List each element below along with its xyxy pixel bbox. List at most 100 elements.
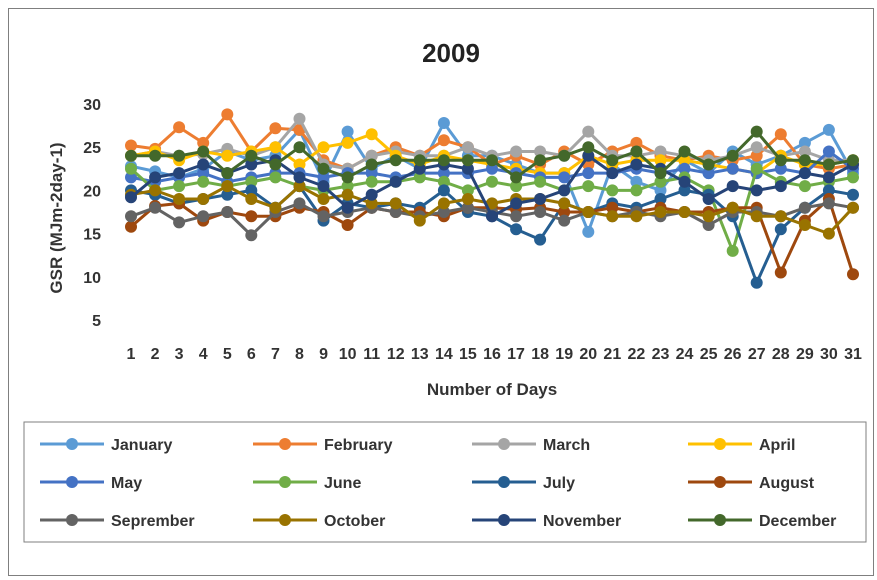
data-point	[245, 229, 258, 242]
data-point	[173, 149, 186, 162]
data-point	[774, 154, 787, 167]
data-point	[341, 125, 354, 138]
data-point	[774, 223, 787, 236]
data-point	[245, 193, 258, 205]
data-point	[558, 184, 571, 197]
data-point	[413, 171, 426, 184]
data-point	[510, 223, 523, 236]
data-point	[606, 154, 619, 167]
x-tick-label: 1	[127, 346, 136, 363]
data-point	[317, 162, 330, 175]
data-point	[125, 149, 137, 162]
data-point	[197, 175, 210, 188]
data-point	[630, 184, 643, 197]
data-point	[534, 206, 547, 218]
data-point	[365, 128, 378, 141]
data-point	[558, 171, 571, 184]
legend-marker	[66, 438, 78, 450]
data-point	[750, 149, 763, 162]
data-point	[149, 201, 162, 214]
data-point	[726, 162, 739, 175]
x-tick-label: 27	[748, 346, 766, 363]
data-point	[654, 206, 667, 218]
data-point	[534, 193, 547, 205]
data-point	[582, 206, 595, 218]
data-point	[293, 171, 306, 184]
data-point	[389, 197, 402, 210]
data-point	[654, 193, 667, 205]
data-point	[293, 197, 306, 210]
x-tick-label: 15	[459, 346, 477, 363]
data-point	[702, 210, 715, 223]
data-point	[486, 210, 498, 223]
data-point	[197, 136, 210, 149]
data-point	[750, 276, 763, 289]
data-point	[317, 210, 330, 223]
legend-item: November	[472, 513, 621, 530]
data-point	[702, 193, 715, 205]
data-point	[341, 180, 354, 193]
data-point	[750, 210, 763, 223]
x-tick-label: 26	[724, 346, 742, 363]
data-point	[269, 141, 282, 154]
data-point	[341, 171, 354, 184]
data-point	[317, 171, 330, 184]
x-tick-label: 16	[483, 346, 501, 363]
legend-label: August	[759, 475, 815, 492]
data-point	[125, 220, 137, 233]
data-point	[606, 201, 619, 214]
legend-marker	[498, 514, 510, 526]
data-point	[413, 214, 426, 227]
legend-label: December	[759, 513, 836, 530]
data-point	[654, 145, 667, 158]
data-point	[822, 158, 835, 171]
data-point	[798, 201, 811, 214]
data-point	[847, 171, 859, 184]
data-point	[365, 197, 378, 210]
data-point	[125, 171, 137, 184]
legend-label: January	[111, 437, 172, 454]
x-tick-label: 5	[223, 346, 232, 363]
x-tick-label: 25	[700, 346, 718, 363]
x-tick-label: 17	[507, 346, 525, 363]
legend-marker	[498, 438, 510, 450]
data-point	[678, 145, 691, 158]
data-point	[245, 210, 258, 223]
x-tick-label: 19	[555, 346, 573, 363]
data-point	[702, 158, 715, 171]
data-point	[726, 149, 739, 162]
data-point	[678, 184, 691, 197]
data-point	[510, 210, 523, 223]
legend-item: June	[253, 475, 361, 492]
y-tick-label: 20	[83, 183, 101, 200]
data-point	[317, 141, 330, 154]
data-point	[654, 184, 667, 197]
data-point	[149, 184, 162, 197]
x-tick-label: 24	[676, 346, 694, 363]
data-point	[606, 210, 619, 223]
data-point	[389, 154, 402, 167]
data-point	[125, 210, 137, 223]
data-point	[606, 184, 619, 197]
data-point	[269, 158, 282, 171]
legend-item: February	[253, 437, 393, 454]
data-point	[221, 206, 234, 218]
data-point	[365, 188, 378, 201]
data-point	[822, 184, 835, 197]
x-tick-label: 4	[199, 346, 208, 363]
data-point	[486, 154, 498, 167]
x-tick-label: 11	[363, 346, 380, 363]
legend-label: November	[543, 513, 621, 530]
x-tick-label: 18	[531, 346, 549, 363]
data-point	[822, 197, 835, 210]
legend-label: April	[759, 437, 795, 454]
legend-marker	[279, 438, 291, 450]
data-point	[293, 112, 306, 125]
legend-label: October	[324, 513, 385, 530]
data-point	[389, 206, 402, 218]
data-point	[437, 175, 450, 188]
data-point	[582, 141, 595, 154]
data-point	[582, 225, 595, 238]
data-point	[461, 154, 474, 167]
data-point	[437, 197, 450, 210]
